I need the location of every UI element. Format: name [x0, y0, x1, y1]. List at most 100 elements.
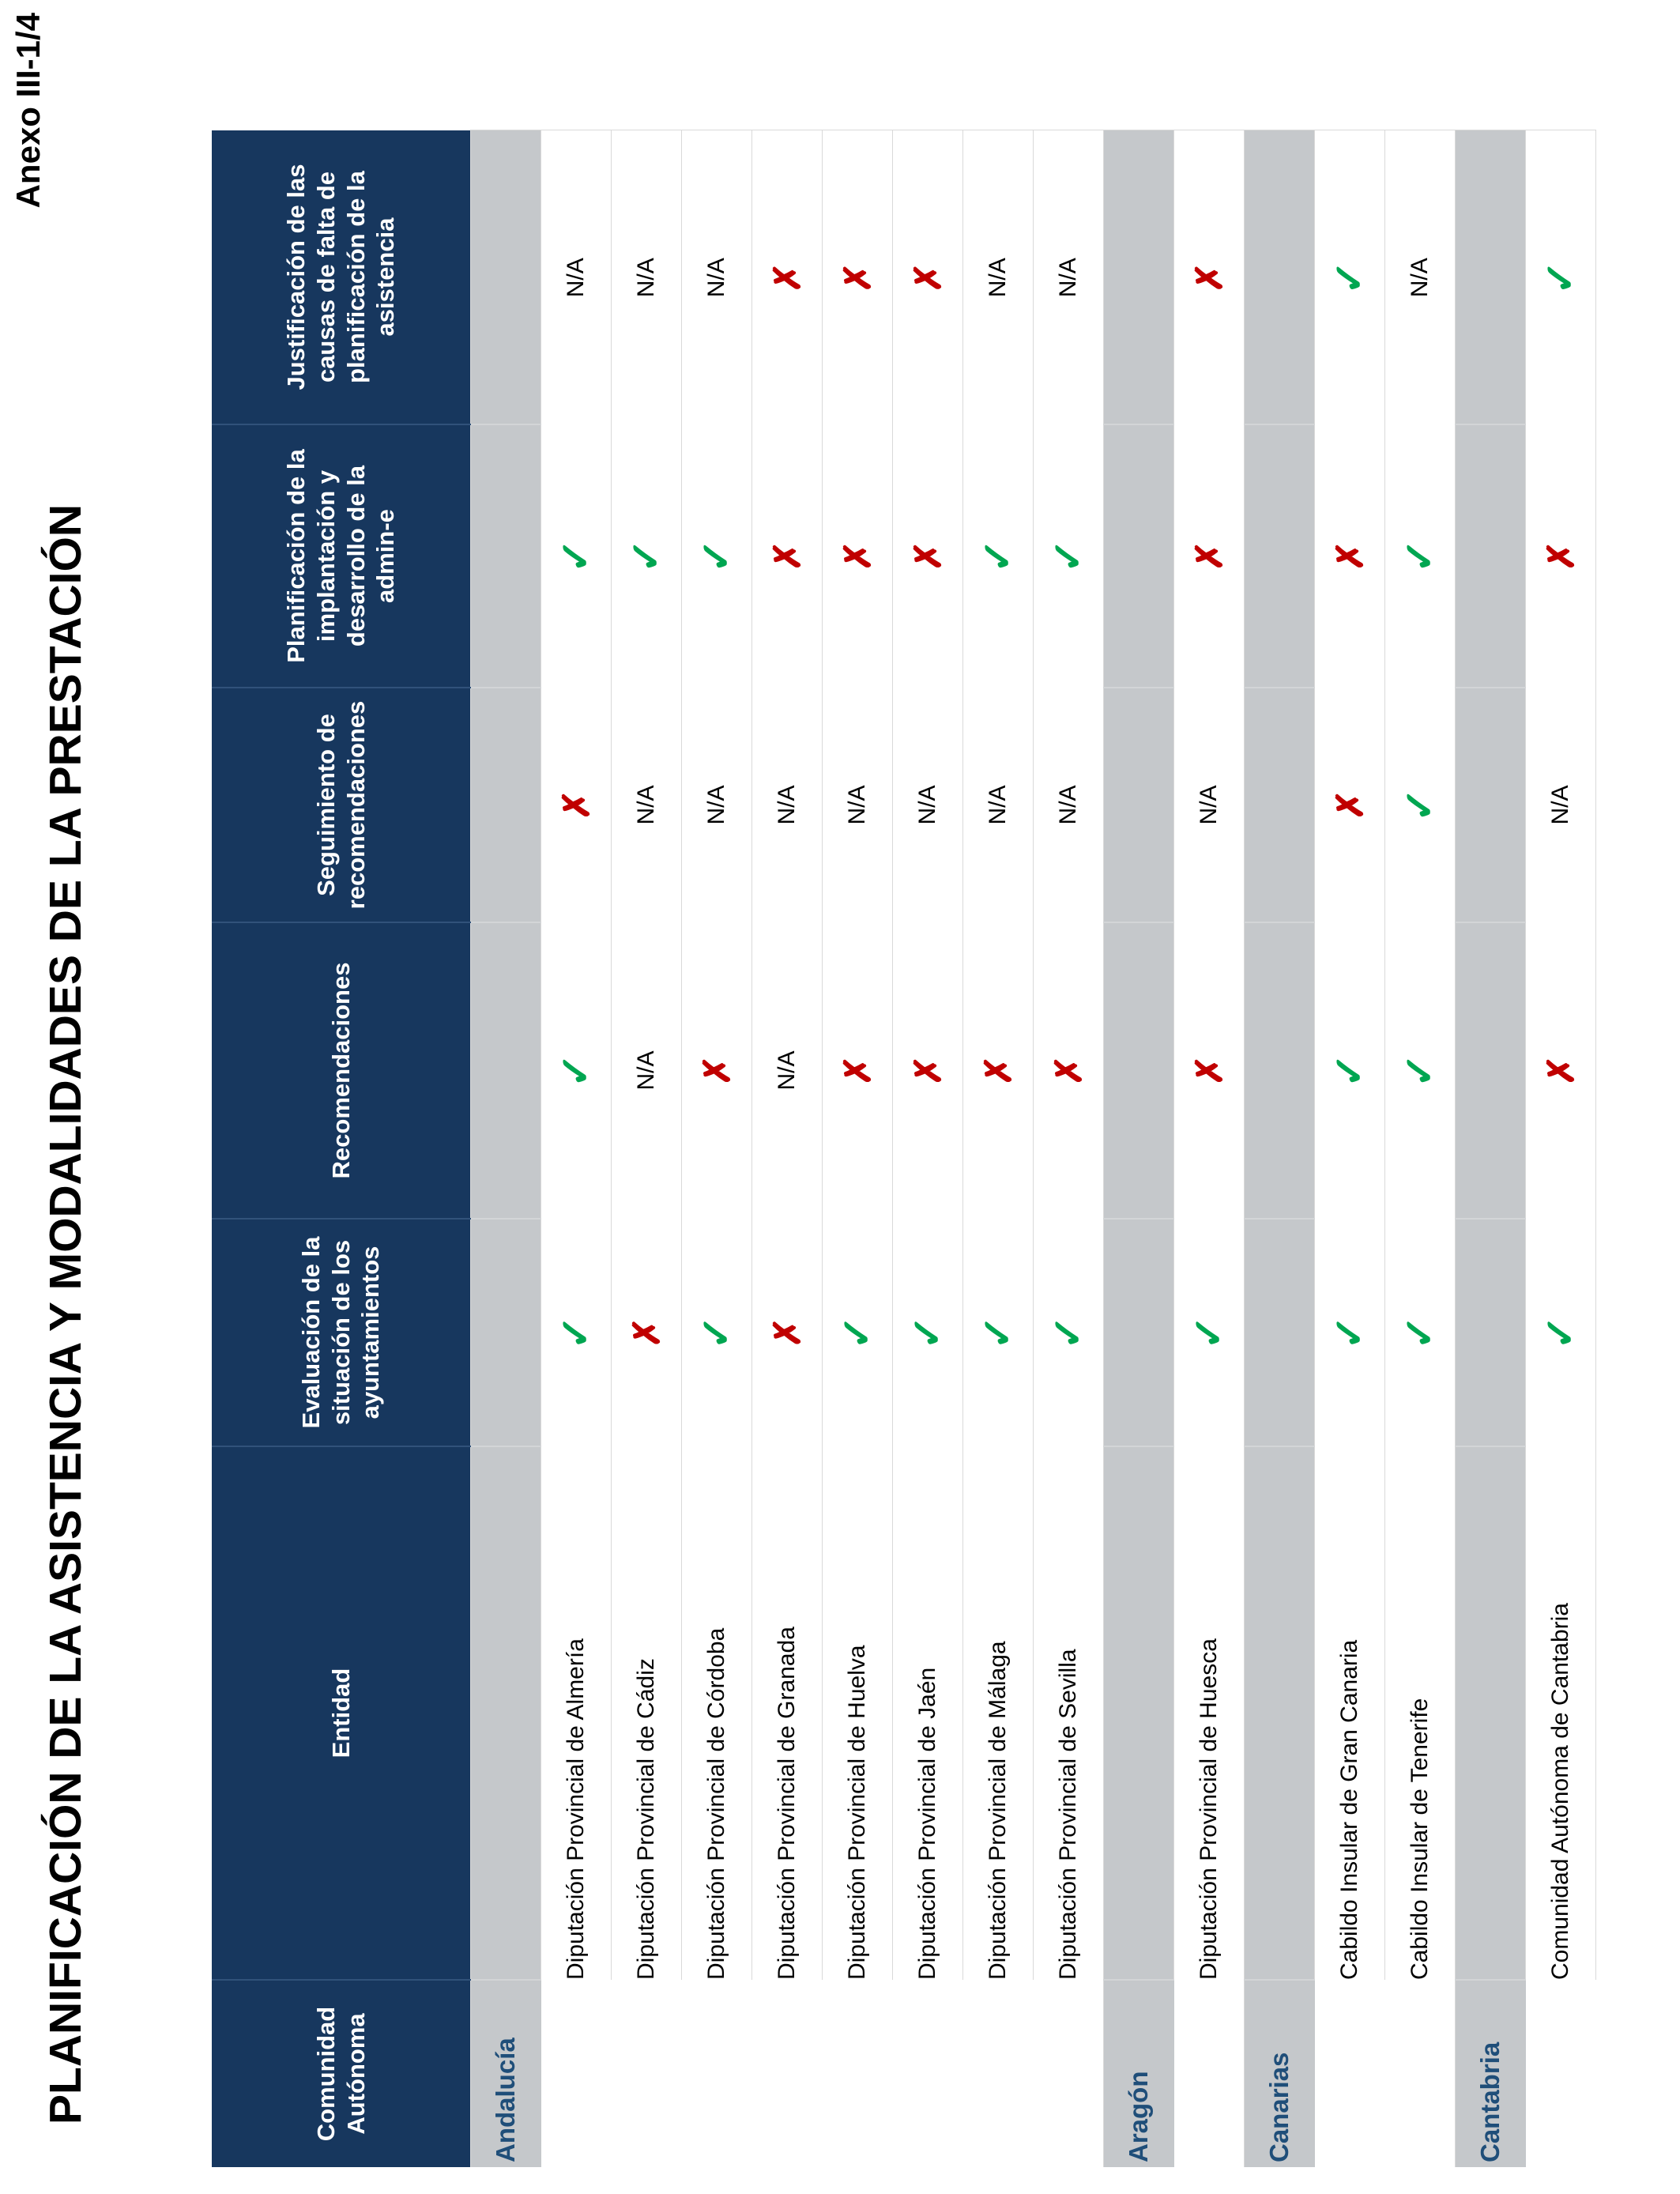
asistencia-table: Comunidad Autónoma Entidad Evaluación de… — [212, 130, 1596, 2167]
mark-cell-planificacion: ✓ — [611, 424, 682, 688]
check-icon: ✓ — [1397, 538, 1443, 574]
mark-cell-seguimiento: N/A — [751, 688, 823, 922]
cross-icon: ✗ — [1188, 541, 1230, 571]
entity-row-diputacion-provincial-de-sevilla: Diputación Provincial de Sevilla ✓ ✗ N/A ✓ N/… — [1033, 130, 1104, 2167]
column-header-planificacion: Planificación de la implantación y desar… — [212, 424, 471, 688]
entity-name-cell: Diputación Provincial de Granada — [751, 1446, 823, 1980]
mark-cell-seguimiento: ✗ — [1314, 688, 1385, 922]
comunidad-cell — [541, 1980, 612, 2167]
mark-cell-recomendaciones: ✗ — [1033, 922, 1104, 1219]
mark-cell-evaluacion: ✓ — [1033, 1219, 1104, 1446]
na-label: N/A — [633, 785, 659, 825]
entity-name-cell: Diputación Provincial de Córdoba — [681, 1446, 752, 1980]
check-icon: ✓ — [694, 538, 740, 574]
mark-cell-seguimiento: N/A — [962, 688, 1034, 922]
entity-row-diputacion-provincial-de-huelva: Diputación Provincial de Huelva ✓ ✗ N/A ✗ ✗ — [822, 130, 893, 2167]
cross-icon: ✗ — [766, 1317, 808, 1348]
mark-cell-planificacion: ✓ — [1384, 424, 1456, 688]
check-icon: ✓ — [1327, 1053, 1373, 1088]
mark-cell-evaluacion: ✓ — [1525, 1219, 1596, 1446]
cross-icon: ✗ — [1047, 1055, 1089, 1086]
na-label: N/A — [633, 1050, 659, 1091]
mark-cell-justificacion: ✗ — [751, 130, 823, 424]
na-label: N/A — [563, 258, 589, 298]
mark-cell-seguimiento: N/A — [681, 688, 752, 922]
mark-cell-planificacion: ✓ — [541, 424, 612, 688]
cross-icon: ✗ — [977, 1055, 1019, 1086]
table-body: Andalucía Diputación Provincial de Almerí… — [470, 130, 1596, 2167]
header-row: Comunidad Autónoma Entidad Evaluación de… — [212, 130, 471, 2167]
mark-cell-seguimiento: N/A — [892, 688, 963, 922]
mark-cell-evaluacion: ✓ — [1173, 1219, 1245, 1446]
entity-row-diputacion-provincial-de-cordoba: Diputación Provincial de Córdoba ✓ ✗ N/A ✓ N/… — [681, 130, 752, 2167]
mark-cell-planificacion: ✓ — [681, 424, 752, 688]
check-icon: ✓ — [905, 1315, 951, 1350]
comunidad-cell — [1525, 1980, 1596, 2167]
entity-row-cabildo-insular-de-tenerife: Cabildo Insular de Tenerife ✓ ✓ ✓ ✓ N/A — [1384, 130, 1456, 2167]
mark-cell-recomendaciones: ✗ — [681, 922, 752, 1219]
column-header-evaluacion: Evaluación de la situación de los ayunta… — [212, 1219, 471, 1446]
entity-row-diputacion-provincial-de-huesca: Diputación Provincial de Huesca ✓ ✗ N/A ✗ ✗ — [1173, 130, 1245, 2167]
mark-cell-seguimiento: N/A — [1033, 688, 1104, 922]
check-icon: ✓ — [553, 1053, 599, 1088]
na-label: N/A — [703, 785, 729, 825]
check-icon: ✓ — [1045, 1315, 1091, 1350]
check-icon: ✓ — [694, 1315, 740, 1350]
group-empty-cell — [1103, 1219, 1174, 1446]
na-label: N/A — [1055, 785, 1081, 825]
entity-name-cell: Diputación Provincial de Almería — [541, 1446, 612, 1980]
mark-cell-planificacion: ✗ — [822, 424, 893, 688]
entity-name-cell: Diputación Provincial de Huelva — [822, 1446, 893, 1980]
column-header-justificacion: Justificación de las causas de falta de … — [212, 130, 471, 424]
group-empty-cell — [1244, 688, 1315, 922]
mark-cell-justificacion: ✓ — [1314, 130, 1385, 424]
cross-icon: ✗ — [1188, 262, 1230, 293]
mark-cell-recomendaciones: N/A — [611, 922, 682, 1219]
entity-name-cell: Cabildo Insular de Gran Canaria — [1314, 1446, 1385, 1980]
column-header-seguimiento: Seguimiento de recomendaciones — [212, 688, 471, 922]
group-empty-cell — [470, 130, 541, 424]
group-empty-cell — [1103, 424, 1174, 688]
mark-cell-justificacion: N/A — [1384, 130, 1456, 424]
mark-cell-recomendaciones: ✓ — [1314, 922, 1385, 1219]
group-empty-cell — [1103, 688, 1174, 922]
comunidad-cell — [1033, 1980, 1104, 2167]
mark-cell-justificacion: N/A — [541, 130, 612, 424]
cross-icon: ✗ — [555, 790, 597, 820]
mark-cell-seguimiento: N/A — [1525, 688, 1596, 922]
group-empty-cell — [1455, 922, 1526, 1219]
mark-cell-planificacion: ✗ — [1173, 424, 1245, 688]
entity-row-diputacion-provincial-de-almeria: Diputación Provincial de Almería ✓ ✓ ✗ ✓ N/A — [541, 130, 612, 2167]
group-empty-cell — [1103, 130, 1174, 424]
mark-cell-evaluacion: ✓ — [1384, 1219, 1456, 1446]
cross-icon: ✗ — [766, 262, 808, 293]
mark-cell-planificacion: ✗ — [892, 424, 963, 688]
page-title: PLANIFICACIÓN DE LA ASISTENCIA Y MODALID… — [40, 504, 91, 2124]
check-icon: ✓ — [553, 1315, 599, 1350]
na-label: N/A — [844, 785, 870, 825]
mark-cell-seguimiento: N/A — [822, 688, 893, 922]
cross-icon: ✗ — [1539, 1055, 1581, 1086]
region-label: Canarias — [1244, 1980, 1315, 2167]
group-empty-cell — [470, 922, 541, 1219]
cross-icon: ✗ — [836, 1055, 878, 1086]
mark-cell-recomendaciones: ✗ — [822, 922, 893, 1219]
group-row-andalucia: Andalucía — [470, 130, 541, 2167]
mark-cell-seguimiento: ✓ — [1384, 688, 1456, 922]
check-icon: ✓ — [975, 1315, 1021, 1350]
na-label: N/A — [914, 785, 940, 825]
check-icon: ✓ — [1538, 1315, 1584, 1350]
comunidad-cell — [681, 1980, 752, 2167]
mark-cell-justificacion: ✗ — [892, 130, 963, 424]
column-header-entidad: Entidad — [212, 1446, 471, 1980]
group-row-canarias: Canarias — [1244, 130, 1315, 2167]
mark-cell-evaluacion: ✓ — [1314, 1219, 1385, 1446]
group-row-aragon: Aragón — [1103, 130, 1174, 2167]
group-empty-cell — [470, 1219, 541, 1446]
group-empty-cell — [1455, 1446, 1526, 1980]
entity-name-cell: Cabildo Insular de Tenerife — [1384, 1446, 1456, 1980]
mark-cell-recomendaciones: ✗ — [892, 922, 963, 1219]
check-icon: ✓ — [623, 538, 669, 574]
